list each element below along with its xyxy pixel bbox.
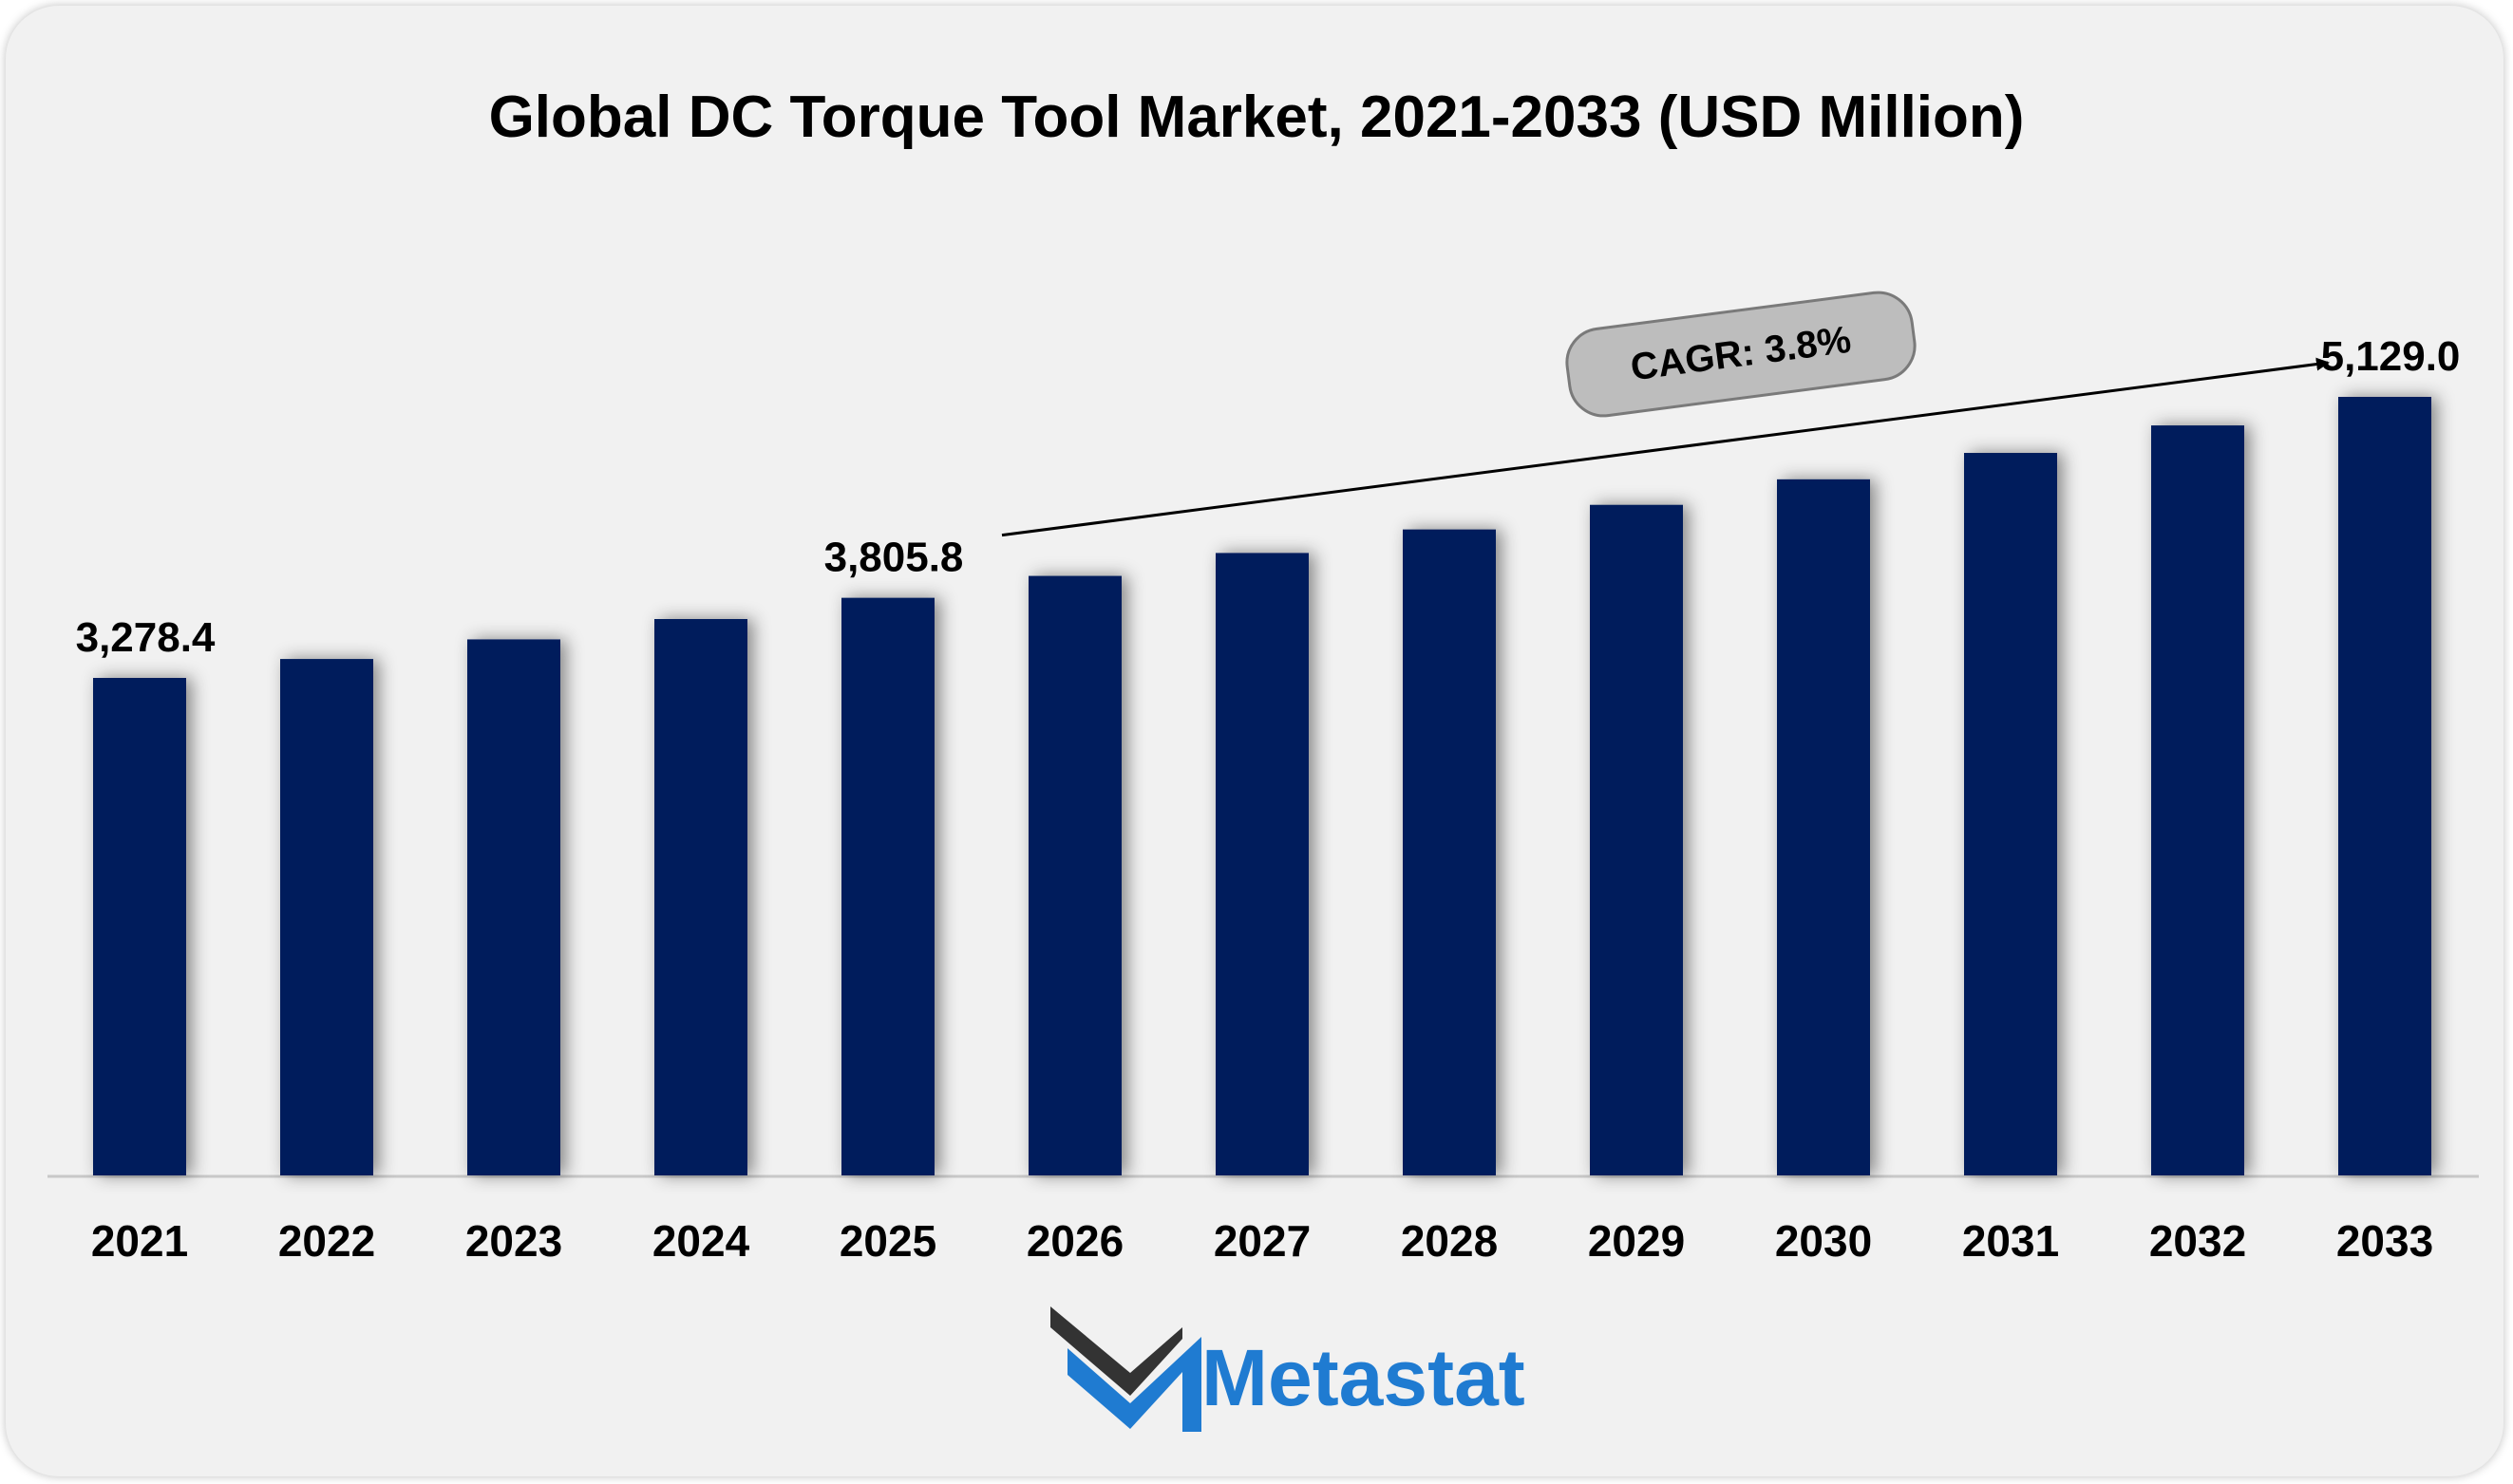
x-tick-2025: 2025 xyxy=(840,1216,936,1266)
x-tick-2026: 2026 xyxy=(1027,1216,1124,1266)
chart-title: Global DC Torque Tool Market, 2021-2033 … xyxy=(488,85,2025,150)
cagr-badge-shape xyxy=(1565,291,1917,418)
bars-group xyxy=(93,397,2431,1176)
bar-2028 xyxy=(1403,529,1496,1175)
bar-2023 xyxy=(467,639,560,1175)
bar-2027 xyxy=(1216,553,1309,1175)
bar-2022 xyxy=(280,659,373,1175)
bar-2033 xyxy=(2338,397,2431,1175)
x-tick-2030: 2030 xyxy=(1775,1216,1872,1266)
bar-2032 xyxy=(2151,425,2244,1175)
x-tick-labels: 2021 2022 2023 2024 2025 2026 2027 2028 2029 2030… xyxy=(91,1216,2433,1266)
x-tick-2033: 2033 xyxy=(2336,1216,2433,1266)
bar-2021 xyxy=(93,678,186,1175)
bar-2030 xyxy=(1777,479,1870,1176)
x-tick-2023: 2023 xyxy=(465,1216,562,1266)
x-tick-2024: 2024 xyxy=(652,1216,750,1266)
cagr-trend-arrow xyxy=(1001,357,2330,537)
x-tick-2027: 2027 xyxy=(1214,1216,1311,1266)
cagr-badge: CAGR: 3.8% xyxy=(1565,291,1917,418)
data-label-2021: 3,278.4 xyxy=(76,614,216,661)
bar-2024 xyxy=(654,619,747,1175)
data-labels: 3,278.4 3,805.8 5,129.0 xyxy=(76,333,2461,661)
bar-2029 xyxy=(1590,504,1683,1175)
x-tick-2021: 2021 xyxy=(91,1216,188,1266)
bar-2026 xyxy=(1029,575,1122,1175)
x-tick-2022: 2022 xyxy=(278,1216,375,1266)
x-tick-2031: 2031 xyxy=(1962,1216,2059,1266)
brand-name: Metastat xyxy=(1201,1333,1525,1422)
metastat-m-icon xyxy=(1050,1306,1201,1432)
x-tick-2029: 2029 xyxy=(1588,1216,1685,1266)
x-tick-2032: 2032 xyxy=(2149,1216,2246,1266)
bar-2025 xyxy=(841,597,935,1175)
bar-2031 xyxy=(1964,453,2057,1175)
data-label-2033: 5,129.0 xyxy=(2321,333,2461,380)
data-label-2025: 3,805.8 xyxy=(824,535,964,581)
metastat-logo: Metastat xyxy=(1050,1306,1525,1432)
x-tick-2028: 2028 xyxy=(1401,1216,1498,1266)
